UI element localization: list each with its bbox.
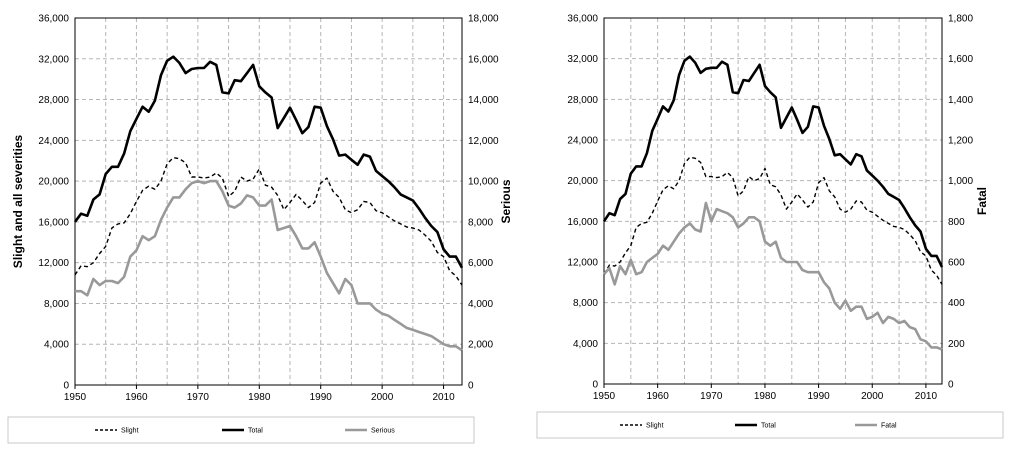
chart-2: 0 4,000 8,000 12,000 16,000 20,000 24,000 28,00… xyxy=(536,14,1004,439)
plot-frame xyxy=(603,17,943,385)
series-line-serious xyxy=(75,179,463,352)
left-axis-title: Slight and all severities xyxy=(11,134,25,268)
left-tick-label: 28,000 xyxy=(567,95,598,106)
left-tick-label: 16,000 xyxy=(38,217,69,228)
legend-label-total: Total xyxy=(761,423,776,430)
right-tick-label: 400 xyxy=(948,298,965,309)
left-tick-label: 28,000 xyxy=(38,95,69,106)
right-tick-label: 16,000 xyxy=(468,54,499,65)
x-tick-label: 2000 xyxy=(861,391,884,402)
legend: Slight Total Serious xyxy=(7,416,475,444)
series-line-fatal xyxy=(603,201,943,351)
right-tick-label: 1,400 xyxy=(948,95,973,106)
legend-label-fatal: Fatal xyxy=(881,423,897,430)
legend-box xyxy=(7,416,475,444)
x-tick-label: 1980 xyxy=(248,392,271,403)
left-tick-label: 36,000 xyxy=(38,14,69,25)
x-tick-label: 2000 xyxy=(371,392,394,403)
left-tick-label: 16,000 xyxy=(567,217,598,228)
left-tick-label: 20,000 xyxy=(38,177,69,188)
left-tick-label: 0 xyxy=(592,380,598,391)
right-tick-label: 1,800 xyxy=(948,14,973,25)
legend-label-total: Total xyxy=(248,428,263,435)
series-line-total xyxy=(602,55,944,268)
x-tick-label: 1950 xyxy=(64,392,87,403)
right-tick-label: 10,000 xyxy=(468,177,499,188)
right-tick-label: 4,000 xyxy=(468,299,493,310)
left-tick-label: 20,000 xyxy=(567,176,598,187)
series-line-slight xyxy=(603,156,943,285)
left-tick-label: 24,000 xyxy=(38,136,69,147)
right-tick-label: 6,000 xyxy=(468,258,493,269)
left-tick-label: 4,000 xyxy=(573,339,598,350)
right-tick-label: 8,000 xyxy=(468,217,493,228)
x-tick-label: 1980 xyxy=(754,391,777,402)
x-tick-label: 1970 xyxy=(187,392,210,403)
left-tick-label: 24,000 xyxy=(567,136,598,147)
x-tick-label: 1960 xyxy=(647,391,670,402)
left-tick-label: 32,000 xyxy=(38,54,69,65)
right-tick-label: 1,600 xyxy=(948,54,973,65)
legend-label-slight: Slight xyxy=(121,428,139,435)
right-tick-label: 1,200 xyxy=(948,136,973,147)
x-tick-label: 1970 xyxy=(700,391,723,402)
plot-frame xyxy=(74,17,463,386)
legend-box xyxy=(536,411,1004,439)
x-tick-label: 1960 xyxy=(125,392,148,403)
left-tick-label: 8,000 xyxy=(44,299,69,310)
right-tick-label: 0 xyxy=(948,380,954,391)
legend: Slight Total Fatal xyxy=(536,411,1004,439)
chart-1: 0 4,000 8,000 12,000 16,000 20,000 24,000 28,00… xyxy=(7,14,513,444)
right-axis-title: Fatal xyxy=(975,187,989,215)
right-axis-title: Serious xyxy=(499,179,513,223)
right-tick-label: 2,000 xyxy=(468,340,493,351)
right-tick-label: 12,000 xyxy=(468,136,499,147)
series-line-total xyxy=(73,55,464,269)
left-tick-label: 8,000 xyxy=(573,298,598,309)
right-tick-label: 0 xyxy=(468,381,474,392)
left-tick-label: 0 xyxy=(63,381,69,392)
legend-label-slight: Slight xyxy=(646,423,664,430)
right-tick-label: 200 xyxy=(948,339,965,350)
right-tick-label: 1,000 xyxy=(948,176,973,187)
x-tick-label: 2010 xyxy=(432,392,455,403)
left-tick-label: 12,000 xyxy=(38,258,69,269)
left-tick-label: 36,000 xyxy=(567,14,598,25)
right-tick-label: 600 xyxy=(948,258,965,269)
right-tick-label: 18,000 xyxy=(468,14,499,25)
left-tick-label: 32,000 xyxy=(567,54,598,65)
x-tick-label: 1990 xyxy=(807,391,830,402)
left-tick-label: 4,000 xyxy=(44,340,69,351)
right-tick-label: 14,000 xyxy=(468,95,499,106)
legend-label-serious: Serious xyxy=(371,428,395,435)
x-tick-label: 2010 xyxy=(915,391,938,402)
right-tick-label: 800 xyxy=(948,217,965,228)
x-tick-label: 1990 xyxy=(310,392,333,403)
x-tick-label: 1950 xyxy=(593,391,616,402)
left-tick-label: 12,000 xyxy=(567,258,598,269)
